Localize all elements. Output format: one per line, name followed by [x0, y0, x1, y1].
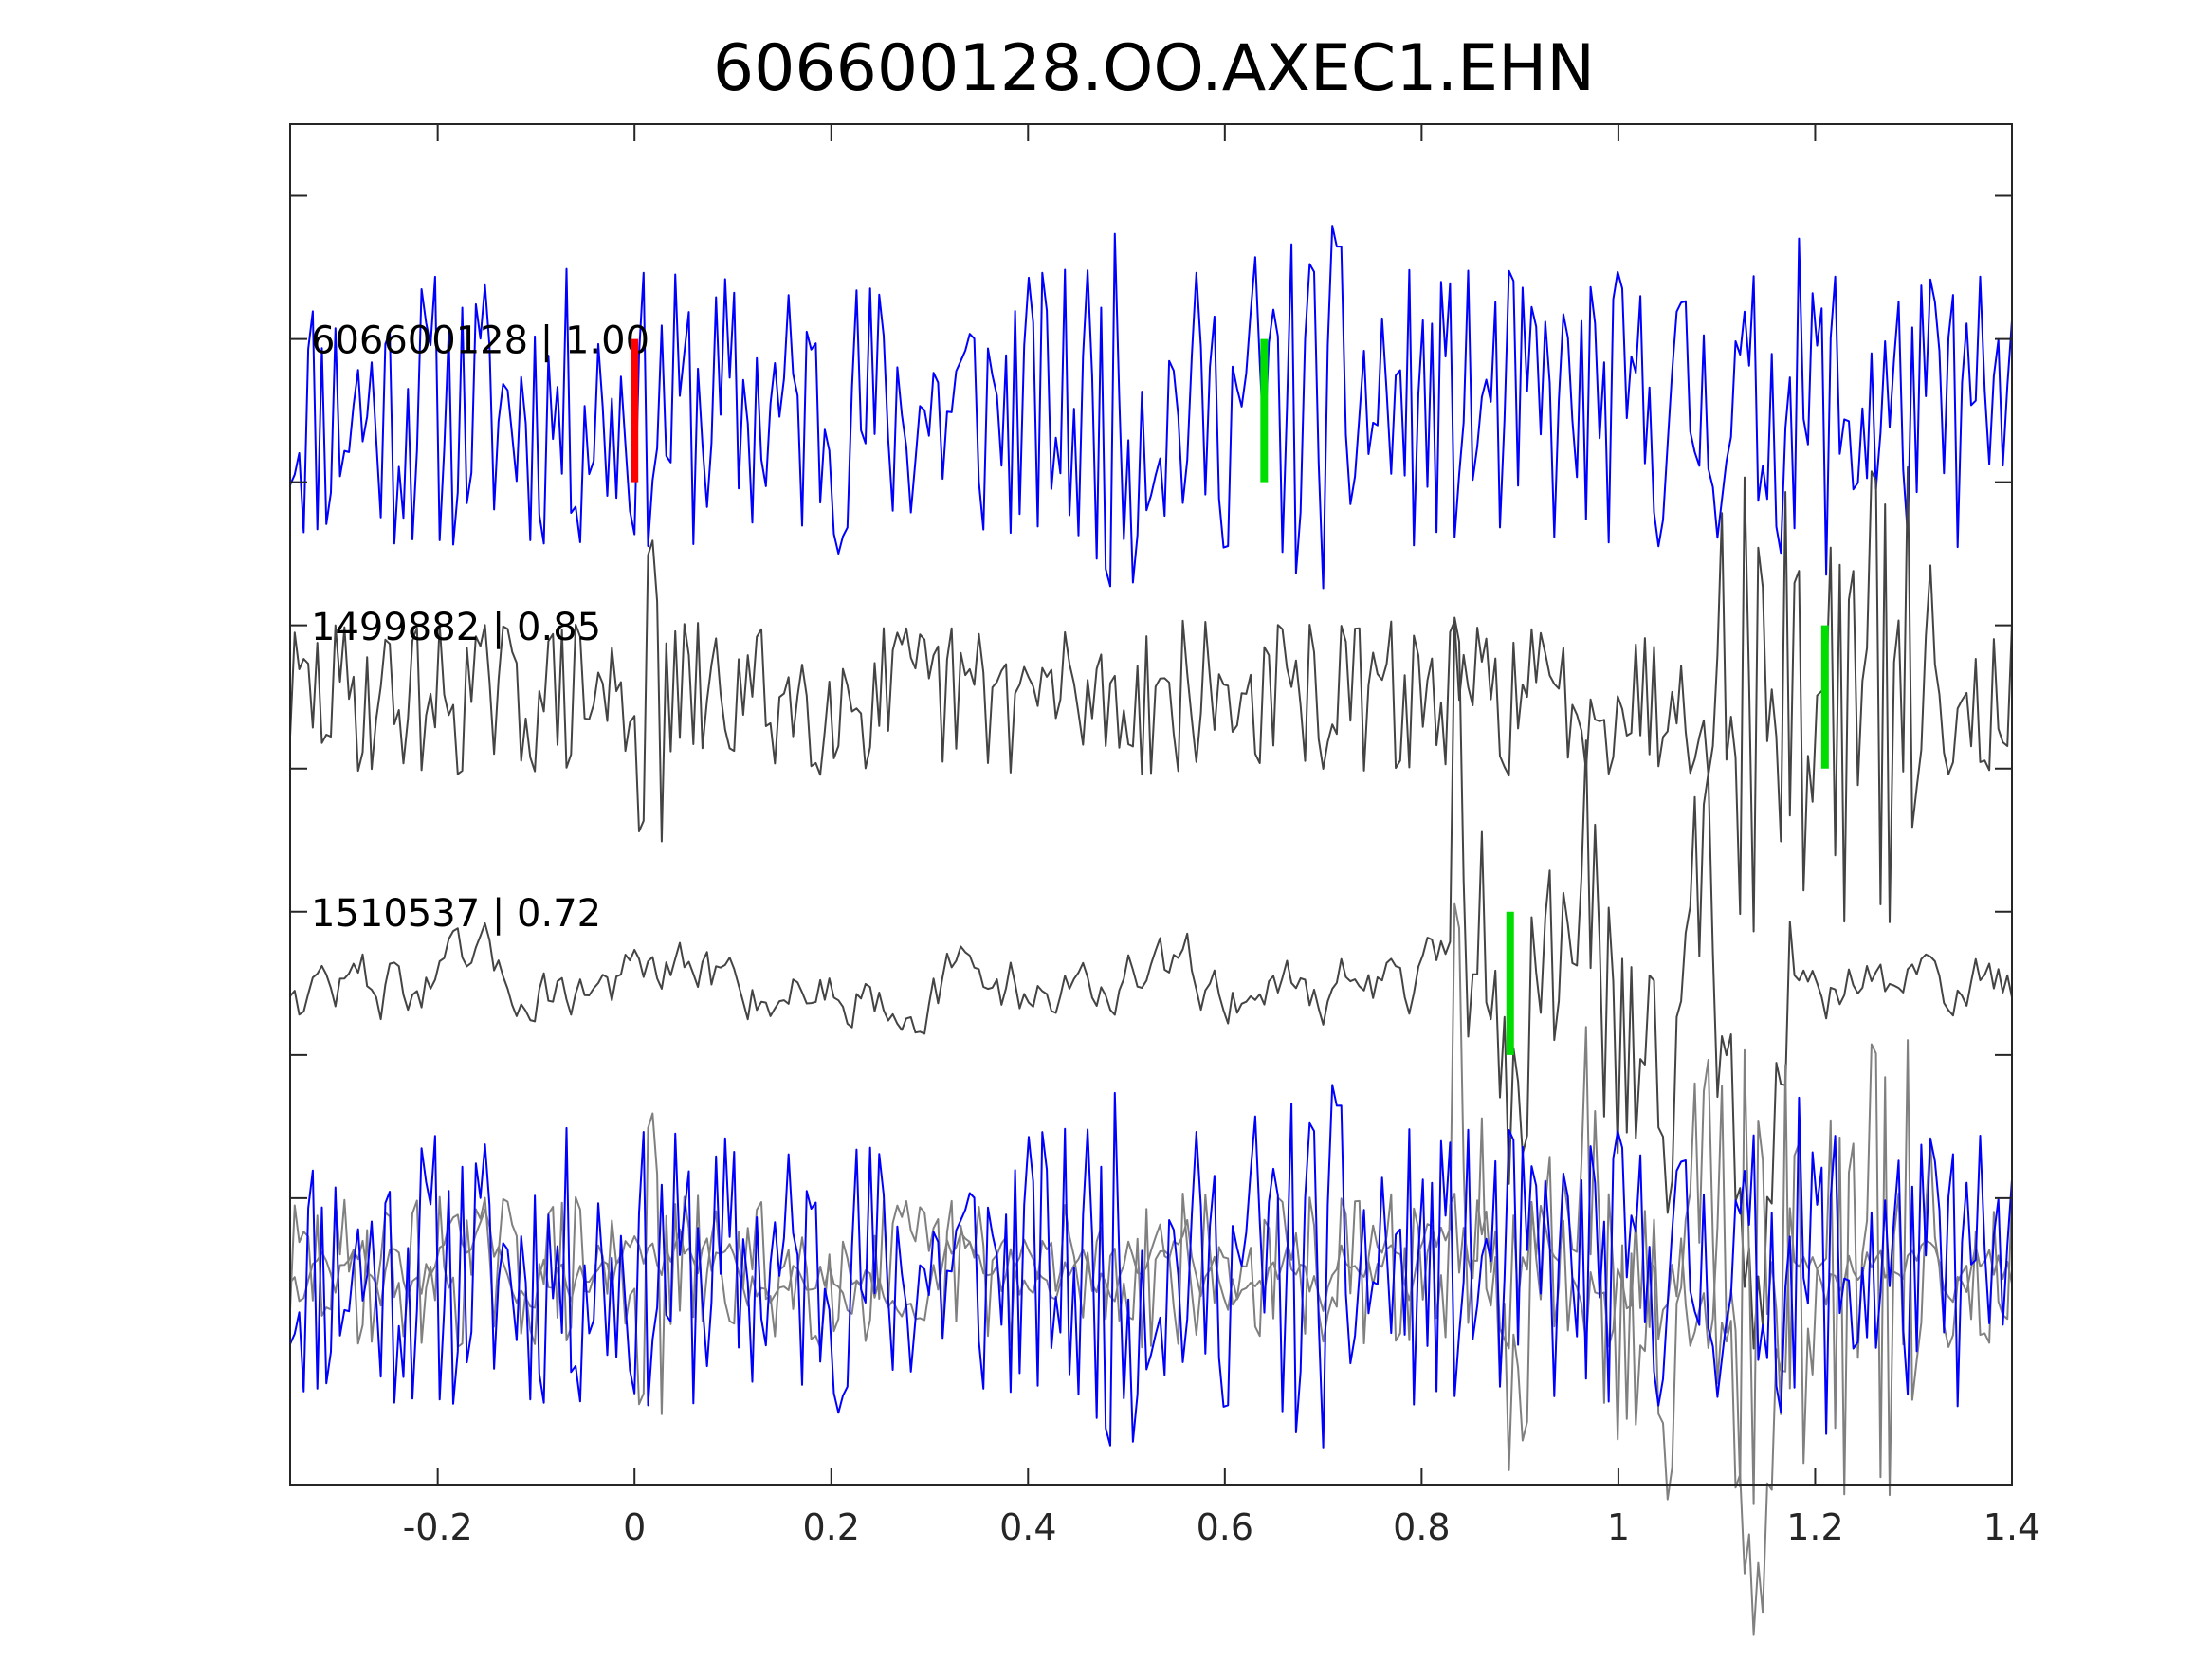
trace-label-1: 606600128 | 1.00: [311, 319, 649, 363]
x-tick-label: -0.2: [403, 1506, 473, 1548]
x-tick-label: 1.2: [1786, 1506, 1843, 1548]
axes-box: -0.2 0 0.2 0.4 0.6 0.8 1 1.2 1.4: [289, 123, 2040, 1548]
x-tick-label: 0: [623, 1506, 646, 1548]
x-tick-label: 0.6: [1197, 1506, 1253, 1548]
x-tick-label: 0.4: [999, 1506, 1056, 1548]
overlay-trace-1: [289, 1084, 2013, 1449]
overlay-trace-2: [289, 1039, 2013, 1505]
x-tick-label: 1.4: [1983, 1506, 2040, 1548]
trace-label-2: 1499882 | 0.85: [311, 606, 601, 649]
waveform-trace-2: [289, 465, 2013, 933]
waveform-trace-3: [289, 616, 2013, 1350]
waveform-trace-1: [289, 225, 2013, 590]
x-tick-label: 0.2: [803, 1506, 860, 1548]
x-tick-label: 1: [1607, 1506, 1630, 1548]
axes-frame: [289, 123, 2013, 1486]
plot-area: 606600128 | 1.00 1499882 | 0.85 1510537 | …: [289, 225, 2013, 1636]
x-tick-label: 0.8: [1393, 1506, 1450, 1548]
chart-title: 606600128.OO.AXEC1.EHN: [713, 31, 1595, 106]
trace-label-3: 1510537 | 0.72: [311, 892, 601, 936]
